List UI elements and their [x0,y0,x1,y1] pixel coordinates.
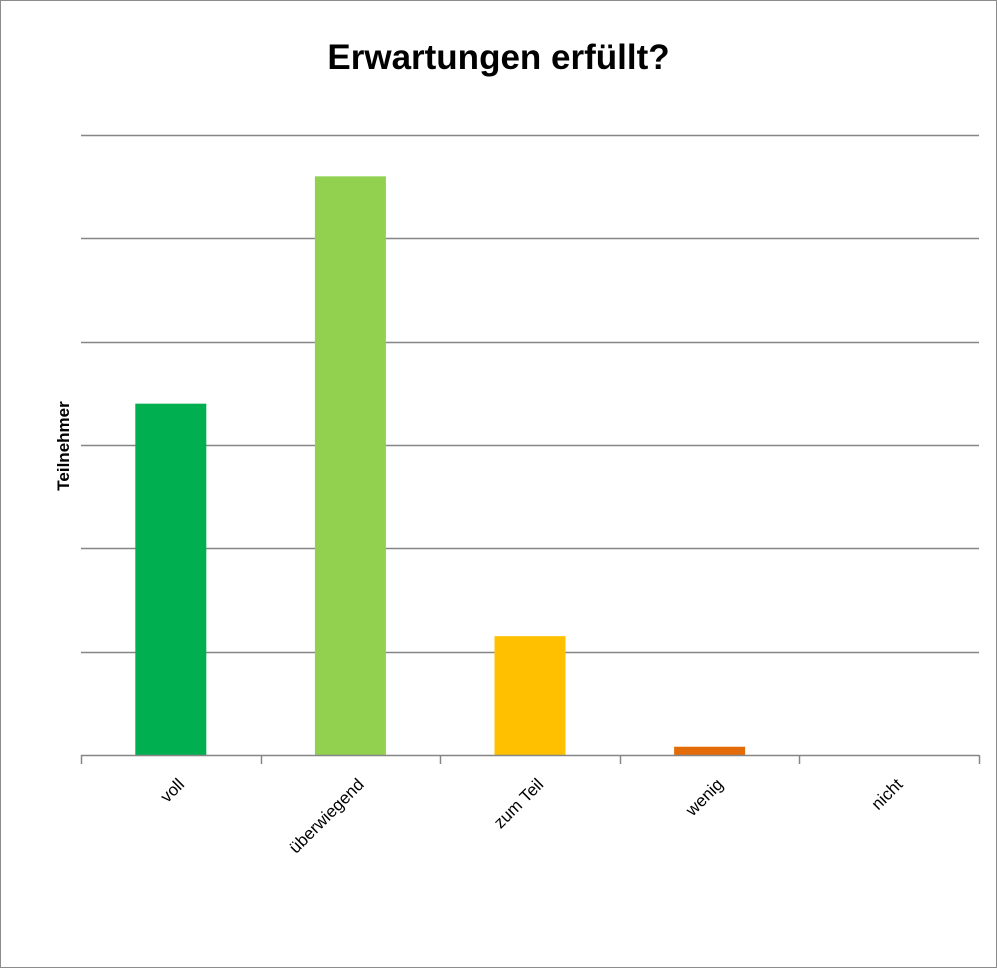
bar-3 [674,746,746,755]
bar-1 [314,176,386,756]
x-tick-label: nicht [868,775,907,814]
chart-title: Erwartungen erfüllt? [327,38,670,77]
x-tick-label: wenig [681,775,727,821]
x-tick-label: voll [157,775,188,806]
bar-0 [135,403,207,755]
x-tick-label: überwiegend [285,775,367,857]
bar-2 [494,636,566,755]
x-tick-label: zum Teil [490,775,547,832]
